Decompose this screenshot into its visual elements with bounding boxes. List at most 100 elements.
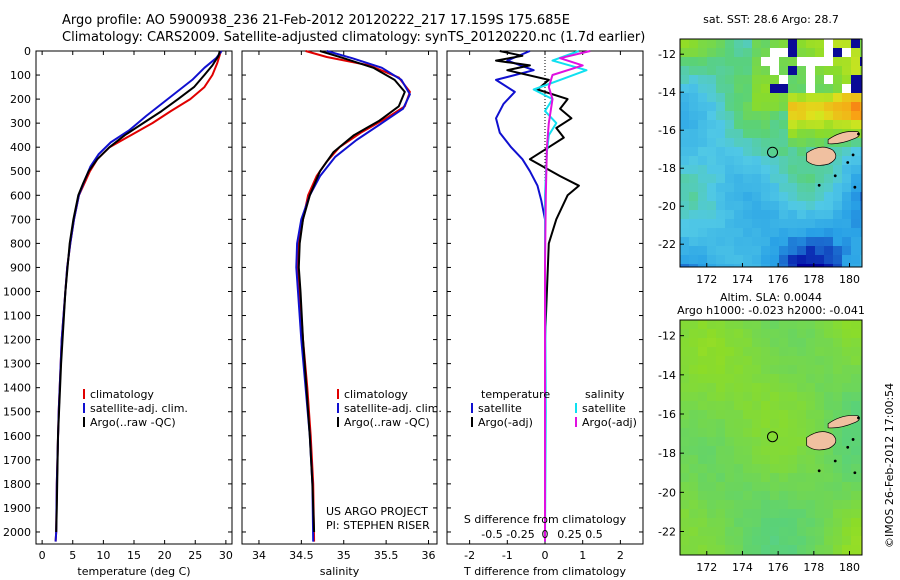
- map-cell: [734, 365, 743, 374]
- map-cell: [779, 129, 788, 138]
- map-cell: [815, 174, 824, 183]
- legend-label: Argo(-adj): [478, 416, 533, 429]
- map-cell: [779, 401, 788, 410]
- map-cell: [716, 246, 725, 255]
- map-cell: [716, 500, 725, 509]
- map-cell: [824, 464, 833, 473]
- map-cell: [788, 201, 797, 210]
- x-tick-label: 0: [39, 549, 46, 562]
- x-tick-label: 2: [617, 549, 624, 562]
- map-cell: [716, 455, 725, 464]
- map-cell: [752, 401, 761, 410]
- map-cell: [680, 518, 689, 527]
- map-cell: [860, 102, 862, 111]
- map-cell: [815, 183, 824, 192]
- map-cell: [761, 410, 770, 419]
- map-cell: [779, 428, 788, 437]
- map-cell: [716, 383, 725, 392]
- map-cell: [824, 66, 833, 75]
- map-cell: [743, 219, 752, 228]
- map-cell: [851, 392, 860, 401]
- map-cell: [833, 120, 842, 129]
- map-cell: [788, 228, 797, 237]
- map-cell: [833, 329, 842, 338]
- map-cell: [824, 329, 833, 338]
- map-cell: [689, 210, 698, 219]
- map-cell: [842, 347, 851, 356]
- map-cell: [815, 401, 824, 410]
- map-cell: [689, 419, 698, 428]
- map-cell: [743, 365, 752, 374]
- map-cell: [698, 437, 707, 446]
- map-cell: [752, 356, 761, 365]
- map-cell: [770, 111, 779, 120]
- map-cell: [806, 210, 815, 219]
- y-tick-label: 400: [10, 141, 31, 154]
- map-cell: [680, 545, 689, 554]
- map-cell: [860, 527, 862, 536]
- map-cell: [815, 138, 824, 147]
- map-cell: [860, 111, 862, 120]
- map-cell: [797, 509, 806, 518]
- map-cell: [689, 255, 698, 264]
- map-cell: [779, 365, 788, 374]
- map-cell: [680, 482, 689, 491]
- map-cell: [788, 419, 797, 428]
- map-cell: [707, 437, 716, 446]
- map-cell: [788, 129, 797, 138]
- map-cell: [779, 383, 788, 392]
- map-cell: [716, 156, 725, 165]
- map-cell: [689, 102, 698, 111]
- map-cell: [680, 374, 689, 383]
- y-tick-label: 1300: [3, 358, 31, 371]
- map-cell: [734, 356, 743, 365]
- map-cell: [806, 93, 815, 102]
- map-cell: [842, 392, 851, 401]
- map-cell: [788, 192, 797, 201]
- map-cell: [725, 183, 734, 192]
- map-cell: [815, 75, 824, 84]
- map-x-tick-label: 176: [768, 561, 789, 574]
- map-cell: [734, 228, 743, 237]
- map-cell: [680, 183, 689, 192]
- map-cell: [842, 57, 851, 66]
- map-cell: [788, 138, 797, 147]
- map-cell: [716, 84, 725, 93]
- y-tick-label: 800: [10, 237, 31, 250]
- map-cell: [725, 111, 734, 120]
- map-cell: [698, 255, 707, 264]
- map-cell: [689, 428, 698, 437]
- map-cell: [851, 84, 860, 93]
- y-tick-label: 1700: [3, 454, 31, 467]
- series-line-difference-3: [544, 50, 591, 542]
- map-cell: [761, 536, 770, 545]
- map-cell: [689, 264, 698, 267]
- map-cell: [680, 192, 689, 201]
- map-cell: [833, 156, 842, 165]
- y-tick-label: 1100: [3, 310, 31, 323]
- map-cell: [833, 219, 842, 228]
- map-cell: [716, 228, 725, 237]
- x-tick-label: 25: [188, 549, 202, 562]
- map-cell: [860, 545, 862, 554]
- map-cell: [842, 320, 851, 329]
- map-cell: [689, 464, 698, 473]
- map-cell: [833, 183, 842, 192]
- map-cell: [725, 347, 734, 356]
- map-cell: [680, 120, 689, 129]
- map-y-tick-label: -18: [658, 162, 676, 175]
- x-tick-label: 30: [219, 549, 233, 562]
- map-cell: [734, 201, 743, 210]
- map-cell: [698, 237, 707, 246]
- map-cell: [770, 48, 779, 57]
- map-x-tick-label: 174: [732, 561, 753, 574]
- map-cell: [833, 201, 842, 210]
- map-cell: [860, 536, 862, 545]
- map-cell: [842, 509, 851, 518]
- map-cell: [860, 482, 862, 491]
- map-cell: [698, 147, 707, 156]
- map-cell: [734, 401, 743, 410]
- map-cell: [815, 473, 824, 482]
